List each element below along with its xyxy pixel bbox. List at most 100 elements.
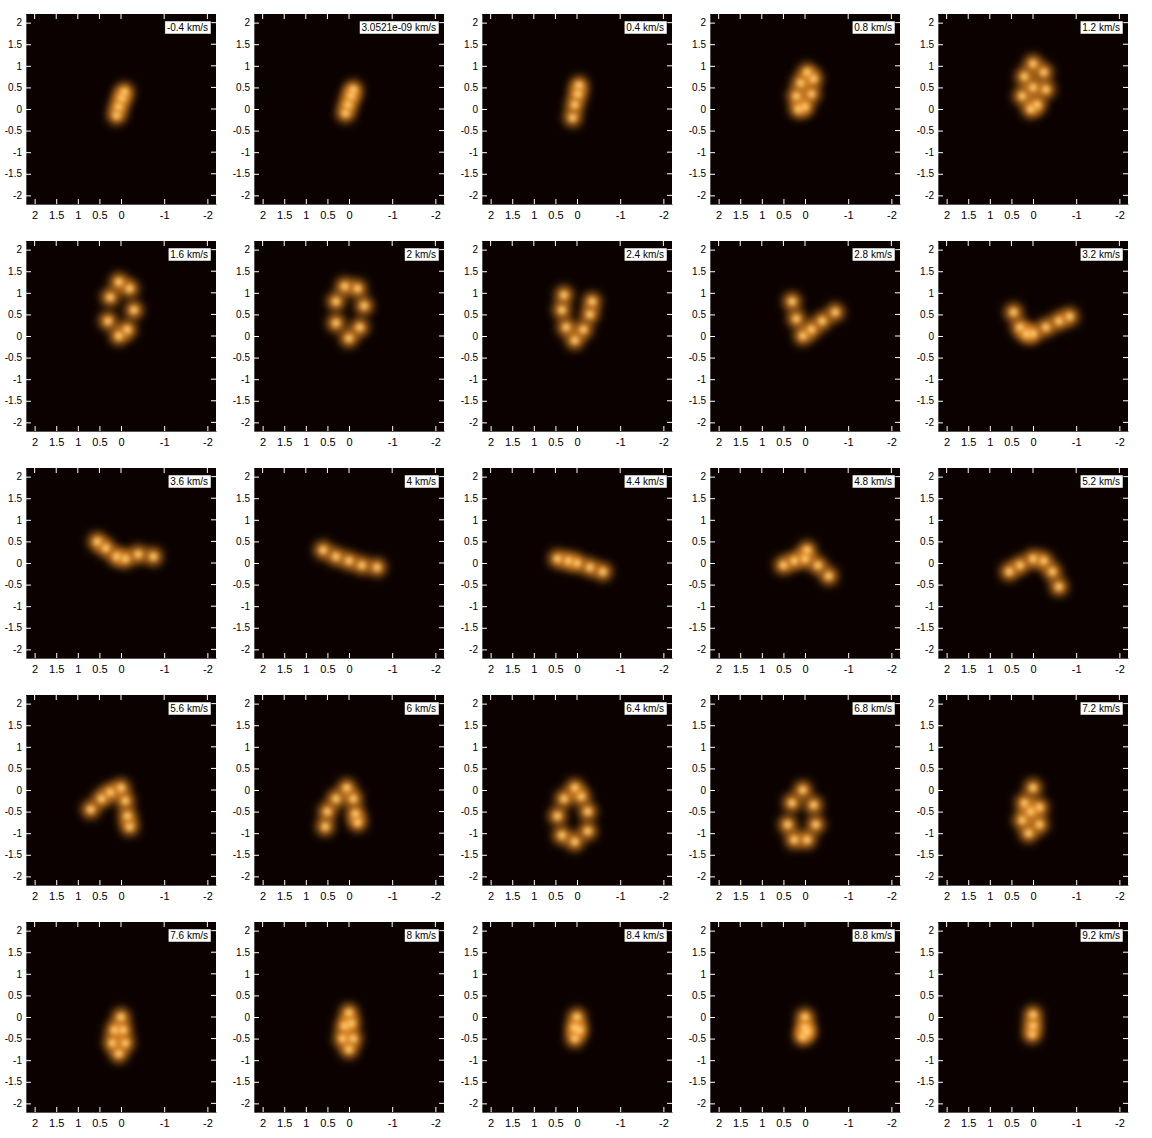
x-tick: -1 [160,653,170,675]
x-axis: 21.510.50-1-2 [483,880,673,902]
y-tick-mark [254,271,259,272]
y-tick-label: 0 [244,1012,250,1023]
y-tick-label: -2 [13,417,22,428]
y-tick-mark [254,477,259,478]
x-tick-label: 2 [260,663,266,675]
velocity-text: 5.6 km/s [170,703,208,714]
emission-core [348,93,355,100]
y-tick: 0 [16,104,31,115]
y-tick-label: -0.5 [917,579,935,590]
y-axis: 21.510.50-0.5-1-1.5-2 [233,923,259,1113]
y-tick: -1.5 [917,849,943,860]
top-tick-mark [327,695,328,700]
x-tick-mark [620,199,621,204]
y-tick: 1.5 [920,39,943,50]
x-tick: 1 [759,653,765,675]
x-tick: 1.5 [277,426,292,448]
y-axis: 21.510.50-0.5-1-1.5-2 [917,469,943,659]
emission-core [122,555,129,562]
velocity-text: 8.4 km/s [626,930,664,941]
emission-core [580,326,587,333]
top-tick-mark [56,922,57,927]
plot-area [564,76,588,126]
x-tick: -2 [887,880,897,902]
emission-halo [594,563,612,581]
y-tick-mark [254,1082,259,1083]
x-tick-label: 1.5 [733,209,748,221]
y-tick-mark [482,520,487,521]
y-tick-label: -2 [241,1098,250,1109]
y-tick-label: 2 [700,698,706,709]
emission-core [87,806,94,813]
right-tick-mark [1123,725,1128,726]
label-box [168,475,211,488]
emission-core [111,1026,118,1033]
top-tick-mark [1119,468,1120,473]
y-tick: 0 [244,331,259,342]
right-tick-mark [211,476,216,477]
x-tick-mark [719,1107,720,1112]
right-tick-mark [667,476,672,477]
x-tick-label: 2 [32,1117,38,1129]
x-tick: 1.5 [733,199,748,221]
y-axis: 21.510.50-0.5-1-1.5-2 [461,15,487,205]
y-tick-label: -0.5 [917,125,935,136]
x-tick-label: -1 [616,663,626,675]
y-tick: 2 [16,244,31,255]
x-tick: -2 [659,199,669,221]
right-tick-mark [1123,379,1128,380]
right-tick-mark [211,109,216,110]
y-tick: -1 [925,828,943,839]
top-tick-mark [533,695,534,700]
x-tick: 1.5 [505,653,520,675]
top-tick-mark [555,241,556,246]
emission-core [589,298,596,305]
right-tick-mark [895,271,900,272]
x-tick: 0 [118,653,124,675]
velocity-text: 7.6 km/s [170,930,208,941]
x-tick: 2 [488,426,494,448]
emission-core [356,324,363,331]
y-tick: 2 [16,925,31,936]
y-tick-mark [26,498,31,499]
y-tick: -1 [697,601,715,612]
y-tick-mark [26,790,31,791]
top-tick-mark [577,922,578,927]
label-box [165,21,211,34]
x-tick: 1.5 [961,199,976,221]
y-tick-mark [482,477,487,478]
x-tick: 1 [75,199,81,221]
y-tick-mark [482,812,487,813]
x-tick-label: 0.5 [1004,209,1019,221]
y-tick-label: 0 [472,331,478,342]
top-tick-mark [1033,695,1034,700]
y-tick: 1.5 [692,39,715,50]
emission-core [799,333,806,340]
y-tick-label: -1 [13,374,22,385]
right-tick-mark [211,130,216,131]
y-tick-label: -2 [925,871,934,882]
x-tick-mark [263,1107,264,1112]
x-tick: 0.5 [776,426,791,448]
x-tick: 1 [75,1107,81,1129]
x-tick-label: -1 [388,436,398,448]
right-tick-mark [439,1081,444,1082]
emission-core [107,294,114,301]
y-tick-mark [710,768,715,769]
panel: 21.510.50-1-221.510.50-0.5-1-1.5-27.2 km… [917,695,1129,902]
panel: 21.510.50-1-221.510.50-0.5-1-1.5-21.2 km… [917,14,1129,221]
x-tick-mark [306,426,307,431]
x-tick-label: 1 [987,663,993,675]
y-tick-mark [26,747,31,748]
y-tick-mark [938,520,943,521]
plot-background [938,241,1128,431]
y-tick: 1 [244,969,259,980]
top-tick-mark [284,14,285,19]
y-tick-label: 2 [16,244,22,255]
y-tick-mark [482,1060,487,1061]
y-tick-label: 1 [16,969,22,980]
top-tick-mark [392,468,393,473]
x-tick: 0.5 [776,880,791,902]
emission-halo [121,280,139,298]
right-tick-mark [1123,336,1128,337]
